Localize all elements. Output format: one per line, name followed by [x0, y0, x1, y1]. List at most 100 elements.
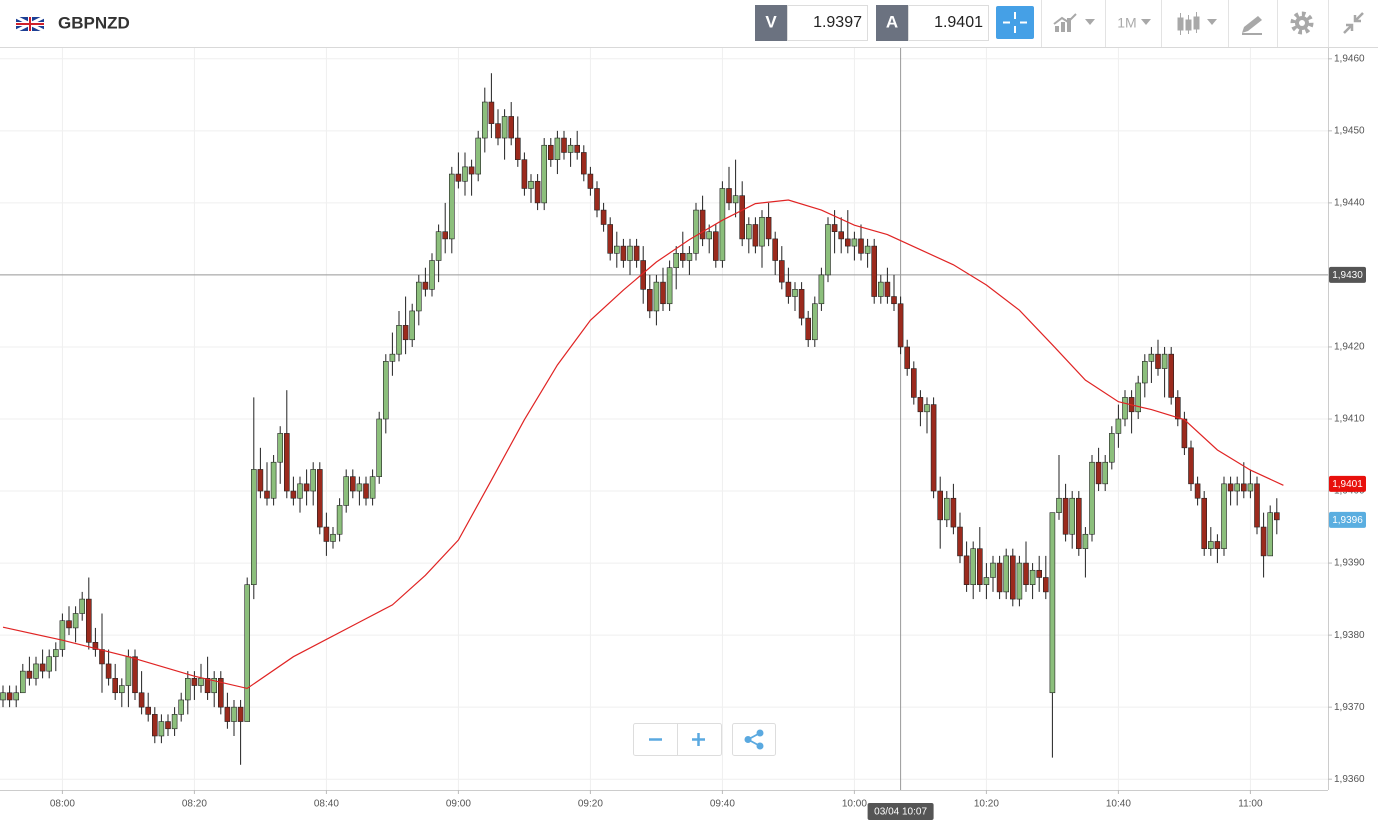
- candle-body: [1135, 382, 1141, 413]
- candle-body: [218, 678, 224, 708]
- candle-body: [534, 180, 541, 204]
- candle-body: [1062, 497, 1069, 535]
- candle-body: [382, 361, 389, 420]
- candle-body: [858, 238, 864, 254]
- candle-body: [1201, 497, 1207, 549]
- candle-body: [930, 404, 937, 492]
- fullscreen-button[interactable]: [1343, 12, 1364, 34]
- y-tick-label: 1,9410: [1334, 414, 1365, 425]
- candle-body: [462, 166, 468, 182]
- candle-body: [310, 469, 317, 492]
- candle-body: [1069, 497, 1075, 535]
- candle-body: [356, 483, 363, 492]
- candle-body: [1082, 533, 1089, 549]
- candle-body: [666, 267, 673, 305]
- candle-body: [244, 584, 250, 722]
- sell-box: [787, 5, 868, 41]
- candle-body: [937, 490, 944, 521]
- symbol: GBPNZD: [58, 13, 130, 32]
- x-tick-label: 10:40: [1106, 799, 1131, 810]
- chart-type-button[interactable]: [1177, 12, 1217, 35]
- candle-body: [910, 368, 917, 398]
- candle-body: [891, 296, 897, 305]
- candle-body: [541, 144, 548, 204]
- candle-body: [46, 656, 53, 672]
- candle-body: [574, 144, 581, 153]
- candle-body: [792, 289, 798, 297]
- candle-body: [495, 123, 501, 139]
- candle-body: [1194, 483, 1201, 499]
- candle-body: [1076, 497, 1082, 549]
- candle-body: [191, 678, 198, 686]
- buy-button[interactable]: [876, 5, 908, 41]
- buy-label: A: [886, 12, 898, 31]
- candle-body: [653, 281, 660, 312]
- timeframe-button[interactable]: 1M: [1117, 15, 1136, 31]
- candle-body: [1227, 483, 1234, 492]
- candle-body: [1221, 483, 1227, 549]
- buy-price: 1.9401: [934, 14, 983, 31]
- crosshair-button[interactable]: [996, 6, 1034, 39]
- candle-body: [231, 706, 237, 722]
- candle-body: [679, 253, 686, 261]
- share-button[interactable]: [744, 729, 764, 750]
- x-tick-label: 08:40: [314, 799, 339, 810]
- candle-body: [811, 303, 818, 341]
- sell-price: 1.9397: [813, 14, 862, 31]
- settings-button[interactable]: [1290, 11, 1314, 35]
- candle-body: [950, 497, 957, 528]
- flag-icon: [15, 15, 45, 33]
- x-tick-label: 10:20: [974, 799, 999, 810]
- candle-body: [99, 649, 105, 665]
- candle-body: [204, 678, 211, 694]
- y-tick-label: 1,9390: [1334, 558, 1365, 569]
- candle-body: [673, 253, 680, 269]
- candle-body: [270, 461, 277, 499]
- x-tick-label: 08:20: [182, 799, 207, 810]
- candle-body: [316, 469, 323, 528]
- candle-body: [369, 476, 376, 499]
- candle-body: [594, 188, 600, 211]
- y-tick-label: 1,9460: [1334, 53, 1365, 64]
- sell-button[interactable]: [755, 5, 787, 41]
- candle-body: [1003, 555, 1010, 593]
- candle-body: [877, 281, 884, 297]
- candle-body: [251, 469, 257, 585]
- zoom-in-button[interactable]: [692, 733, 705, 746]
- candle-body: [1155, 353, 1161, 369]
- x-tick-label: 09:20: [578, 799, 603, 810]
- candle-body: [389, 353, 396, 362]
- candle-body: [805, 317, 812, 341]
- candle-body: [831, 224, 838, 232]
- candle-body: [92, 642, 99, 650]
- candle-body: [1247, 483, 1254, 492]
- candle-body: [686, 253, 693, 261]
- candle-body: [409, 310, 416, 341]
- candle-body: [1208, 541, 1214, 549]
- candle-body: [112, 678, 118, 694]
- candle-body: [158, 721, 165, 737]
- draw-button[interactable]: [1242, 16, 1262, 35]
- moving-average-line: [2, 199, 1284, 690]
- candle-body: [1168, 353, 1174, 398]
- candle-body: [1043, 577, 1049, 593]
- crosshair-icon: [1003, 12, 1027, 33]
- candle-body: [59, 620, 66, 650]
- candle-body: [1254, 483, 1260, 528]
- candle-body: [105, 663, 112, 679]
- candle-body: [66, 620, 72, 629]
- candle-body: [277, 433, 284, 463]
- candle-body: [607, 224, 614, 254]
- candle-body: [752, 224, 759, 247]
- candle-body: [1122, 397, 1128, 420]
- candle-body: [976, 548, 983, 585]
- candle-body: [739, 195, 746, 240]
- candle-body: [554, 137, 561, 160]
- candle-body: [152, 714, 158, 737]
- candle-body: [1161, 353, 1168, 369]
- y-tick-label: 1,9450: [1334, 125, 1365, 136]
- candle-body: [818, 274, 825, 305]
- candle-body: [198, 678, 204, 686]
- indicators-button[interactable]: [1053, 13, 1095, 32]
